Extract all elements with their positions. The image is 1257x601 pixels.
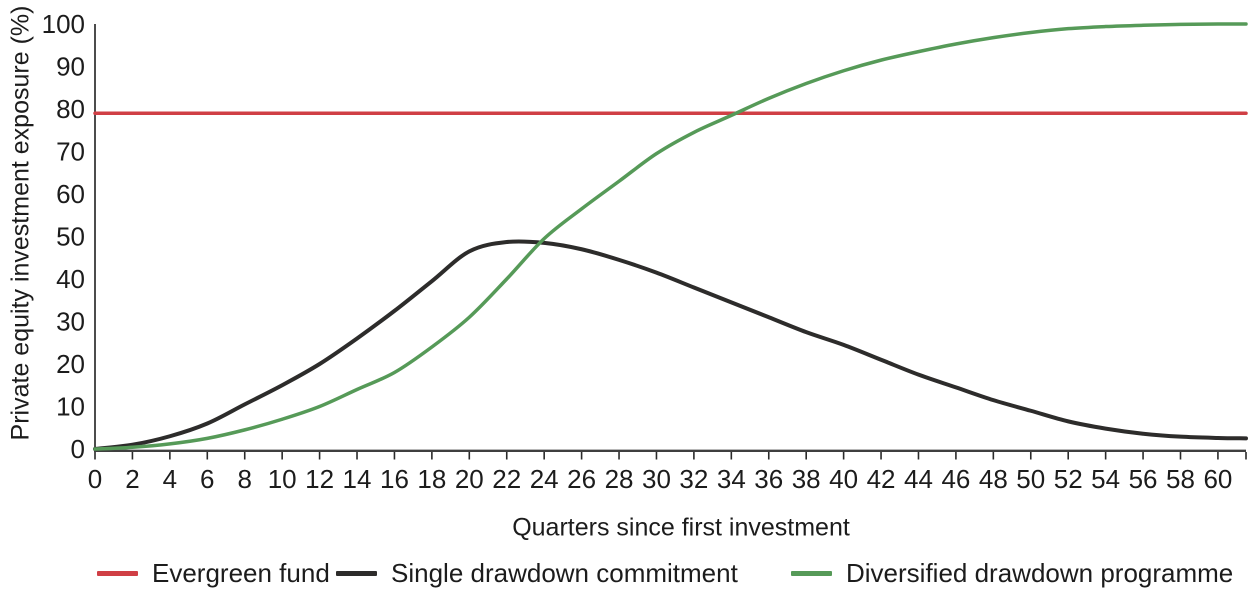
y-tick-label: 10 bbox=[56, 392, 85, 422]
x-tick-label: 34 bbox=[717, 464, 746, 494]
x-tick-label: 38 bbox=[792, 464, 821, 494]
y-tick-label: 0 bbox=[71, 434, 85, 464]
series-line-diversified-drawdown-programme bbox=[93, 22, 1248, 451]
x-tick-label: 28 bbox=[605, 464, 634, 494]
y-tick-label: 40 bbox=[56, 264, 85, 294]
diversified-drawdown-line-swatch bbox=[791, 571, 832, 576]
y-axis-title: Private equity investment exposure (%) bbox=[6, 5, 35, 441]
x-tick-label: 24 bbox=[530, 464, 559, 494]
evergreen-fund-line-swatch bbox=[97, 571, 138, 576]
x-tick-label: 52 bbox=[1054, 464, 1083, 494]
legend-item-single-drawdown: Single drawdown commitment bbox=[336, 560, 738, 587]
y-tick-label: 30 bbox=[56, 307, 85, 337]
x-tick-label: 60 bbox=[1203, 464, 1232, 494]
x-tick-label: 50 bbox=[1016, 464, 1045, 494]
x-tick-label: 20 bbox=[455, 464, 484, 494]
x-tick-label: 16 bbox=[380, 464, 409, 494]
single-drawdown-line-swatch bbox=[336, 571, 377, 576]
series-line-single-drawdown-commitment bbox=[93, 239, 1248, 451]
y-tick-label: 60 bbox=[56, 179, 85, 209]
x-tick-label: 22 bbox=[492, 464, 521, 494]
legend-item-evergreen-fund: Evergreen fund bbox=[97, 560, 330, 587]
legend-item-diversified-drawdown: Diversified drawdown programme bbox=[791, 560, 1233, 587]
y-tick-label: 20 bbox=[56, 349, 85, 379]
y-tick-label: 90 bbox=[56, 52, 85, 82]
x-tick-label: 58 bbox=[1166, 464, 1195, 494]
x-tick-label: 10 bbox=[268, 464, 297, 494]
x-tick-label: 46 bbox=[941, 464, 970, 494]
x-tick-label: 12 bbox=[305, 464, 334, 494]
x-tick-label: 2 bbox=[125, 464, 139, 494]
x-axis-title: Quarters since first investment bbox=[512, 513, 850, 542]
x-tick-label: 0 bbox=[88, 464, 102, 494]
legend-label: Diversified drawdown programme bbox=[846, 558, 1234, 588]
x-tick-label: 54 bbox=[1091, 464, 1120, 494]
y-tick-label: 50 bbox=[56, 222, 85, 252]
x-tick-label: 48 bbox=[979, 464, 1008, 494]
x-tick-label: 40 bbox=[829, 464, 858, 494]
x-tick-label: 18 bbox=[417, 464, 446, 494]
x-tick-label: 26 bbox=[567, 464, 596, 494]
legend-label: Single drawdown commitment bbox=[391, 558, 738, 588]
legend: Evergreen fund Single drawdown commitmen… bbox=[0, 560, 1257, 590]
x-tick-label: 8 bbox=[237, 464, 251, 494]
x-tick-label: 4 bbox=[163, 464, 177, 494]
x-tick-label: 30 bbox=[642, 464, 671, 494]
x-tick-label: 44 bbox=[904, 464, 933, 494]
x-tick-label: 6 bbox=[200, 464, 214, 494]
x-tick-label: 42 bbox=[867, 464, 896, 494]
x-tick-label: 56 bbox=[1129, 464, 1158, 494]
x-tick-label: 14 bbox=[343, 464, 372, 494]
x-tick-label: 32 bbox=[679, 464, 708, 494]
y-tick-label: 100 bbox=[42, 9, 85, 39]
y-tick-label: 80 bbox=[56, 94, 85, 124]
y-tick-label: 70 bbox=[56, 137, 85, 167]
legend-label: Evergreen fund bbox=[152, 558, 330, 588]
x-tick-label: 36 bbox=[754, 464, 783, 494]
